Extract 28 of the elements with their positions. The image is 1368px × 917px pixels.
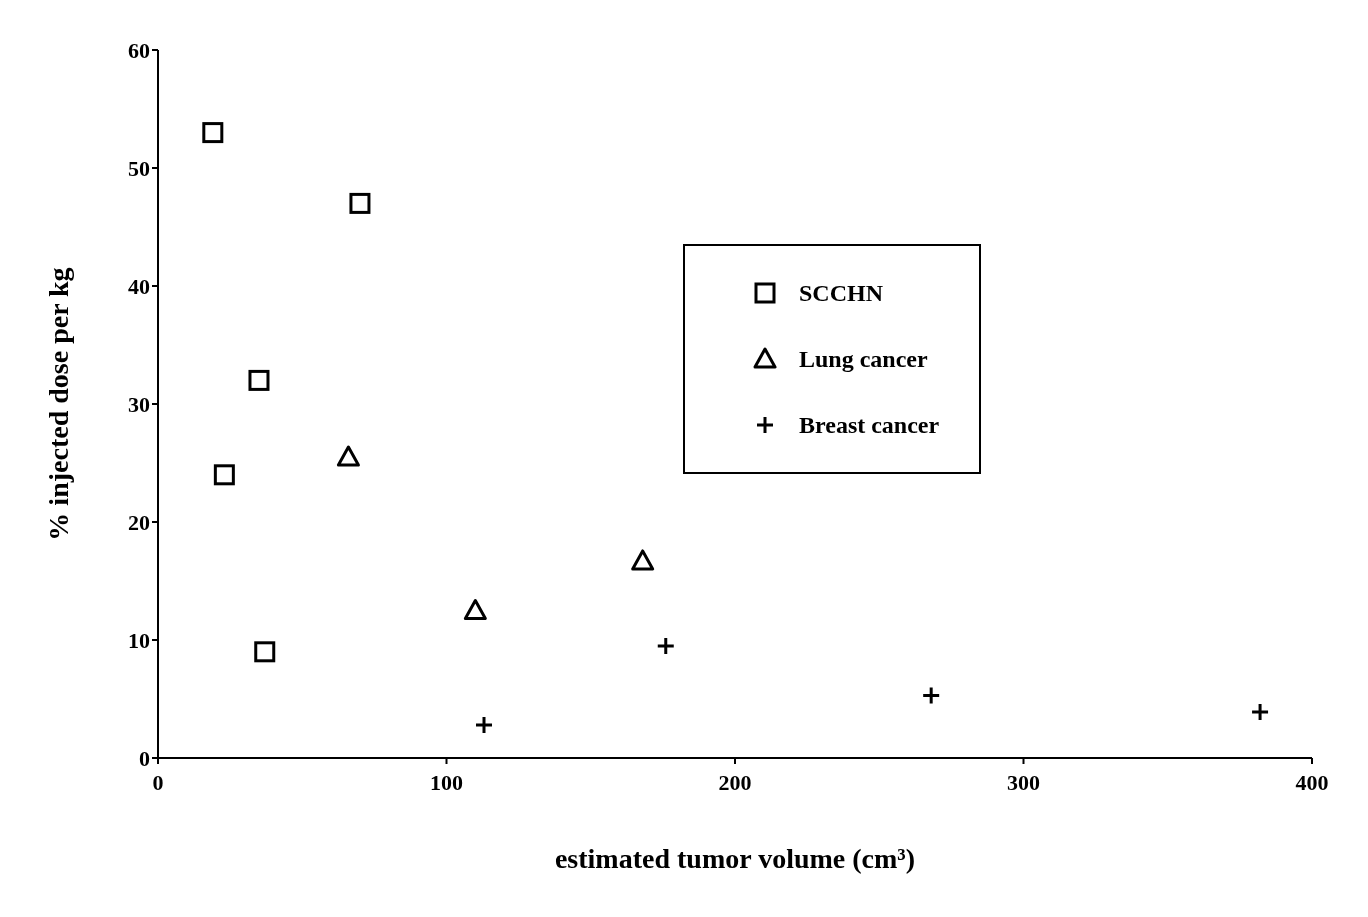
x-tick-label: 100 xyxy=(430,769,463,795)
y-tick-label: 40 xyxy=(128,273,150,299)
point xyxy=(349,192,371,214)
point xyxy=(336,445,360,467)
point xyxy=(474,715,494,735)
point xyxy=(1250,702,1270,722)
point xyxy=(463,599,487,620)
point xyxy=(254,641,276,663)
x-tick-label: 300 xyxy=(1007,769,1040,795)
point xyxy=(213,464,235,486)
y-tick-label: 50 xyxy=(128,155,150,181)
legend-label: Breast cancer xyxy=(799,411,940,439)
point xyxy=(248,369,270,391)
x-tick-label: 400 xyxy=(1295,769,1329,795)
legend-label: SCCHN xyxy=(799,279,884,307)
point xyxy=(656,636,676,656)
point xyxy=(202,122,224,144)
y-tick-label: 60 xyxy=(128,37,150,63)
y-axis-title: % injected dose per kg xyxy=(42,267,74,541)
y-tick-label: 10 xyxy=(128,627,150,653)
legend-label: Lung cancer xyxy=(799,345,928,373)
x-axis-title: estimated tumor volume (cm³) xyxy=(554,843,916,874)
point xyxy=(631,549,655,571)
y-tick-label: 0 xyxy=(139,745,150,771)
point xyxy=(921,685,941,705)
x-tick-label: 200 xyxy=(718,769,752,795)
y-tick-label: 20 xyxy=(128,509,150,535)
y-tick-label: 30 xyxy=(128,391,150,417)
